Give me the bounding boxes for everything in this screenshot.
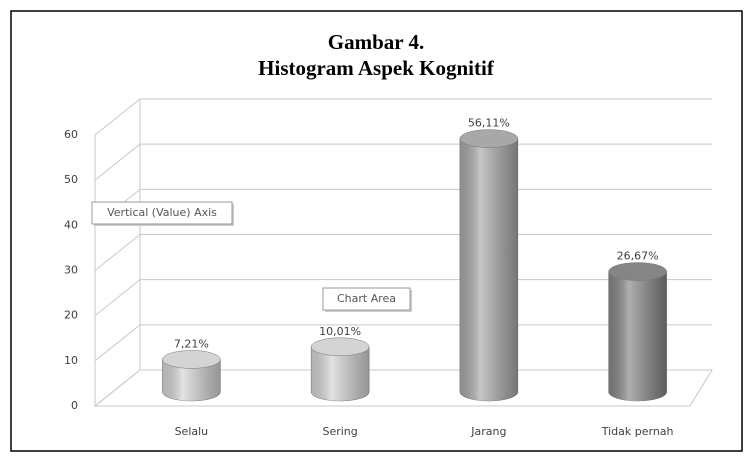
y-tick-label: 10: [64, 354, 78, 367]
tooltip-text: Vertical (Value) Axis: [107, 206, 217, 219]
grid-line: [94, 234, 712, 271]
grid-line: [94, 369, 712, 407]
y-tick-label: 50: [64, 173, 78, 186]
grid-line: [94, 98, 712, 136]
x-tick-label: Jarang: [470, 425, 506, 438]
tooltip: [91, 201, 233, 225]
value-label: 7,21%: [174, 337, 209, 350]
chart-title: Histogram Aspek Kognitif: [258, 56, 495, 80]
tooltip: [322, 287, 411, 311]
bar-shade: [311, 346, 370, 401]
bar-top: [459, 129, 519, 148]
bar-shade: [608, 271, 667, 401]
grid-line: [94, 143, 712, 181]
bar-top: [310, 337, 370, 357]
grid-line: [94, 324, 712, 362]
y-tick-label: 30: [64, 264, 78, 277]
bar-top: [162, 350, 221, 369]
y-tick-label: 60: [64, 128, 78, 141]
x-tick-label: Sering: [322, 425, 357, 438]
value-label: 10,01%: [319, 325, 361, 338]
y-tick-label: 0: [71, 399, 78, 412]
y-tick-label: 40: [64, 218, 78, 231]
x-tick-label: Selalu: [175, 425, 209, 438]
bar-top: [608, 262, 667, 281]
chart-title: Gambar 4.: [328, 30, 424, 54]
value-label: 56,11%: [468, 117, 510, 130]
x-tick-label: Tidak pernah: [601, 425, 674, 438]
bar-shade: [459, 138, 518, 402]
bar-shade: [162, 359, 221, 401]
y-tick-label: 20: [64, 309, 78, 322]
tooltip-text: Chart Area: [337, 292, 396, 305]
grid-line: [94, 279, 712, 317]
value-label: 26,67%: [617, 250, 659, 263]
